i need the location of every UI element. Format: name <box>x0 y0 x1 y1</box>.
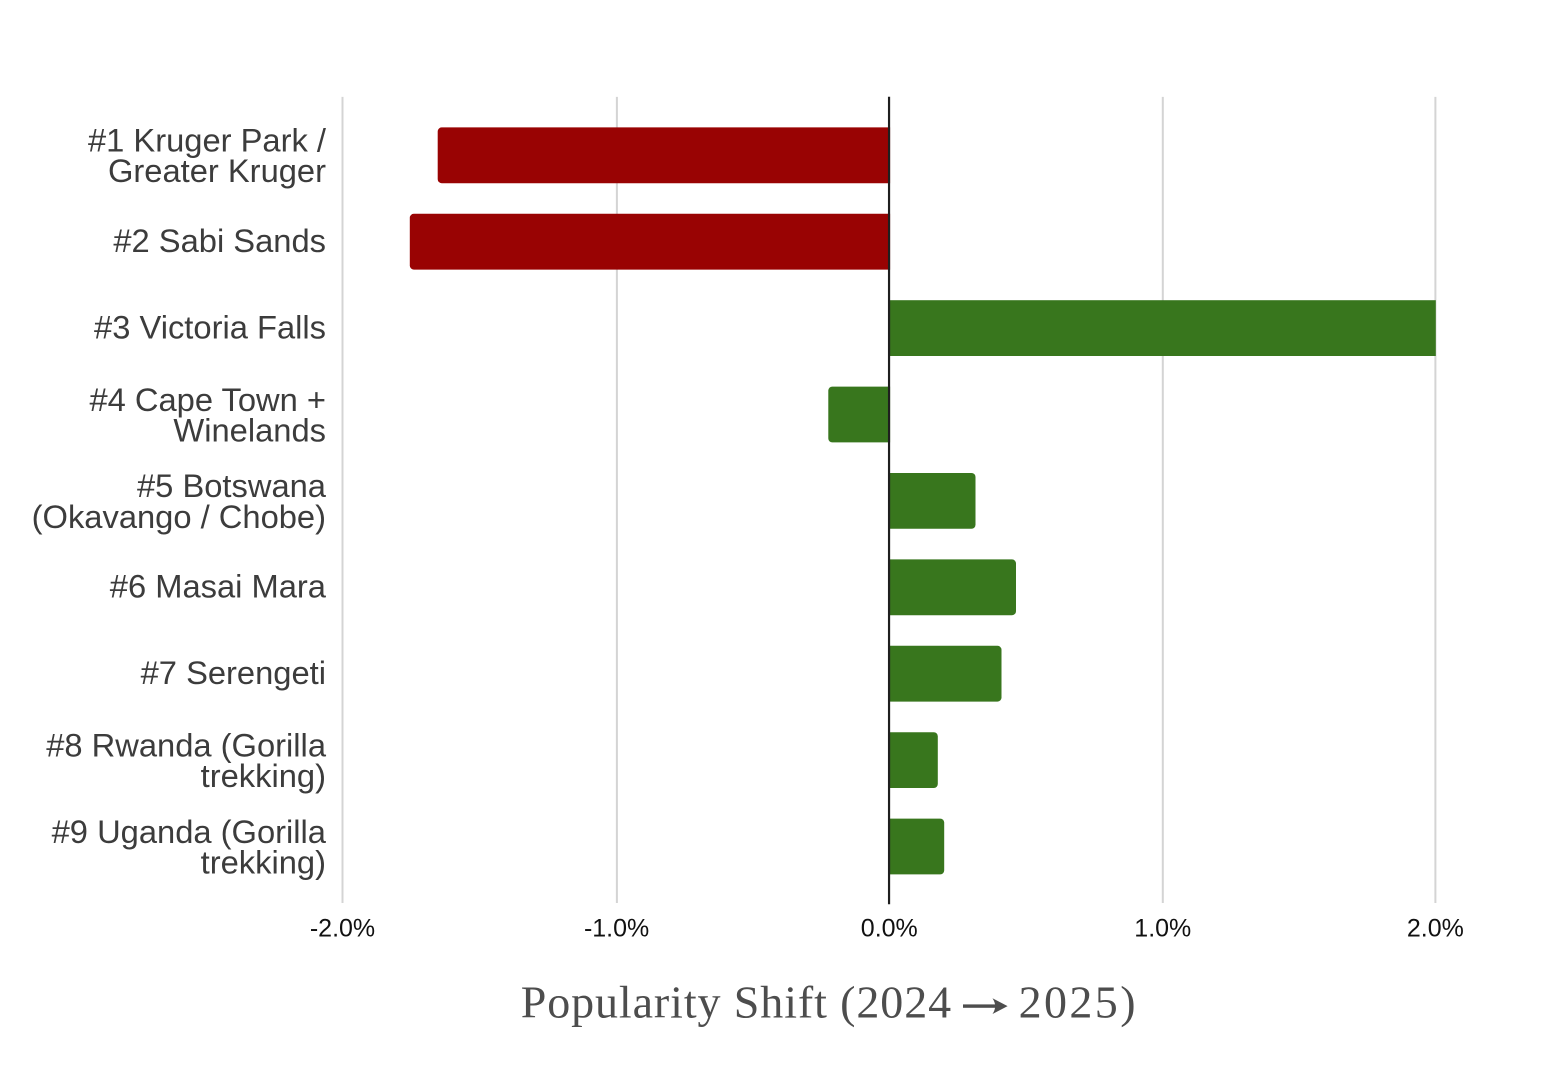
svg-text:#3 Victoria Falls: #3 Victoria Falls <box>94 308 326 345</box>
svg-text:(Okavango / Chobe): (Okavango / Chobe) <box>32 498 326 535</box>
svg-text:2.0%: 2.0% <box>1407 915 1464 943</box>
svg-text:Winelands: Winelands <box>173 411 326 448</box>
svg-text:#1 Kruger Park /: #1 Kruger Park / <box>88 122 327 159</box>
svg-text:#5 Botswana: #5 Botswana <box>137 467 327 504</box>
svg-text:#9 Uganda (Gorilla: #9 Uganda (Gorilla <box>52 813 327 850</box>
svg-text:Popularity Shift (2024: Popularity Shift (2024 <box>521 977 952 1028</box>
svg-text:#7 Serengeti: #7 Serengeti <box>141 654 326 691</box>
svg-text:#8 Rwanda (Gorilla: #8 Rwanda (Gorilla <box>46 726 327 763</box>
svg-text:trekking): trekking) <box>201 757 326 794</box>
svg-text:-2.0%: -2.0% <box>310 915 375 943</box>
svg-text:#4 Cape Town +: #4 Cape Town + <box>89 381 326 418</box>
svg-text:1.0%: 1.0% <box>1134 915 1191 943</box>
svg-text:0.0%: 0.0% <box>861 915 918 943</box>
svg-text:Greater Kruger: Greater Kruger <box>108 152 326 189</box>
svg-text:#6 Masai Mara: #6 Masai Mara <box>110 568 327 605</box>
svg-text:-1.0%: -1.0% <box>584 915 649 943</box>
svg-text:2025): 2025) <box>1019 977 1138 1028</box>
svg-text:trekking): trekking) <box>201 843 326 880</box>
svg-text:#2 Sabi Sands: #2 Sabi Sands <box>113 222 326 259</box>
